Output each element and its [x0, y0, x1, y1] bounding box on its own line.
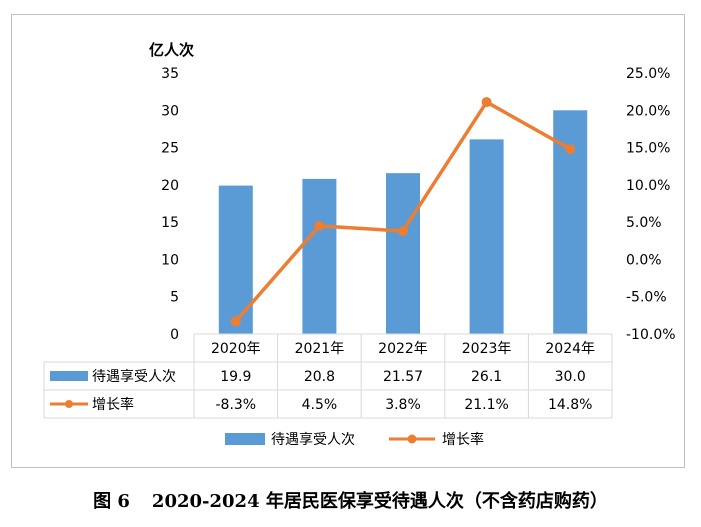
y-tick-label: 20: [161, 178, 179, 194]
legend-label-bars: 待遇享受人次: [271, 431, 355, 448]
growth-rate-point-5: [565, 144, 576, 155]
growth-rate-point-3: [398, 226, 408, 237]
figure-title: 2020-2024 年居民医保享受待遇人次（不含药店购药）: [151, 491, 608, 512]
bar-1: [218, 185, 253, 334]
table-cell-value: 21.57: [383, 369, 423, 385]
legend-key-marker: [407, 434, 417, 444]
table-cell-value: 3.8%: [385, 397, 421, 413]
legend-label-line: 增长率: [442, 431, 484, 448]
y2-tick-label: 20.0%: [626, 103, 670, 119]
y-tick-label: 10: [161, 252, 179, 268]
x-category-label: 2024年: [545, 341, 595, 357]
y2-tick-label: 0.0%: [626, 252, 662, 268]
table-cell-value: 21.1%: [464, 397, 508, 413]
table-legend-key-marker: [65, 400, 73, 408]
figure-caption: 图 6 2020-2024 年居民医保享受待遇人次（不含药店购药）: [0, 487, 701, 513]
growth-rate-point-4: [481, 97, 492, 108]
table-cell-value: 20.8: [304, 369, 335, 385]
table-cell-value: 14.8%: [548, 397, 592, 413]
x-category-label: 2022年: [378, 341, 428, 357]
bar-4: [469, 139, 504, 334]
y-tick-label: 5: [170, 290, 179, 306]
growth-rate-point-2: [314, 220, 325, 231]
table-cell-value: 4.5%: [302, 397, 338, 413]
bar-2: [302, 178, 337, 334]
legend-key-bars: [225, 433, 265, 445]
x-category-label: 2021年: [295, 341, 345, 357]
table-cell-value: 26.1: [471, 369, 502, 385]
chart-frame: 亿人次 0 5 10 15 20 25 30 35 -10.0% -5.0% 0.0% 5.0% 10.0…: [11, 14, 685, 468]
y-tick-label: 35: [161, 66, 179, 82]
y2-tick-label: 25.0%: [626, 66, 670, 82]
y2-tick-label: -5.0%: [626, 290, 667, 306]
combo-chart: 亿人次 0 5 10 15 20 25 30 35 -10.0% -5.0% 0.0% 5.0% 10.0…: [43, 41, 676, 448]
table-cell-value: 19.9: [220, 369, 251, 385]
y2-tick-label: 10.0%: [626, 178, 670, 194]
bar-3: [386, 173, 420, 334]
growth-rate-point-1: [230, 316, 241, 327]
table-cell-value: 30.0: [555, 369, 586, 385]
figure-number: 图 6: [93, 491, 130, 512]
table-row-label: 增长率: [92, 396, 134, 413]
y2-tick-label: 5.0%: [626, 215, 662, 231]
x-category-label: 2020年: [211, 341, 261, 357]
x-category-label: 2023年: [462, 341, 512, 357]
y2-tick-label: -10.0%: [626, 327, 676, 343]
y-axis-unit-label: 亿人次: [149, 41, 194, 59]
y-tick-label: 30: [161, 103, 179, 119]
y-tick-label: 25: [161, 141, 179, 157]
y2-tick-label: 15.0%: [626, 141, 670, 157]
table-cell-value: -8.3%: [215, 397, 256, 413]
y-tick-label: 0: [170, 327, 179, 343]
table-row-label: 待遇享受人次: [92, 368, 176, 385]
y-tick-label: 15: [161, 215, 179, 231]
table-legend-key-bars: [50, 371, 88, 381]
